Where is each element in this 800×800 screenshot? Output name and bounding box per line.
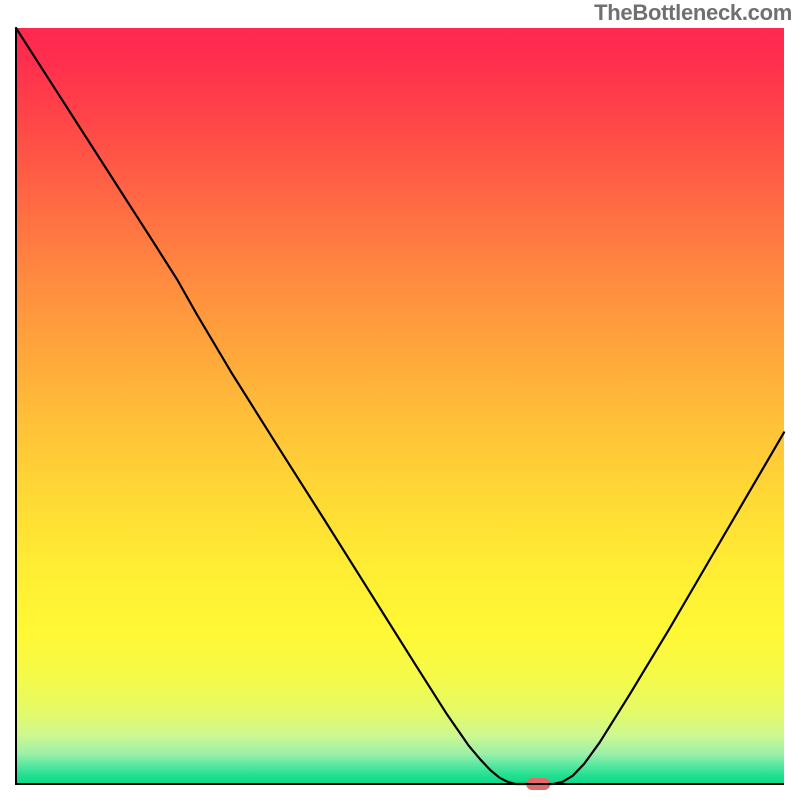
brand-watermark: TheBottleneck.com [594,0,792,26]
chart-background [16,28,784,784]
bottleneck-chart [0,0,800,800]
chart-container: TheBottleneck.com [0,0,800,800]
